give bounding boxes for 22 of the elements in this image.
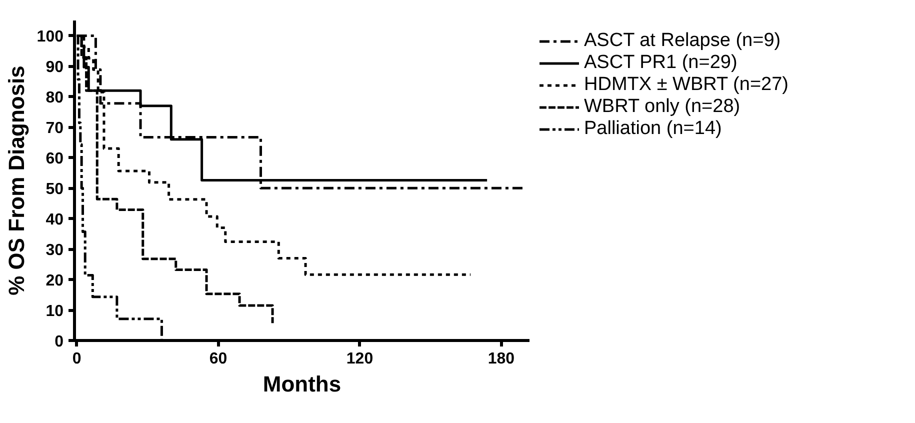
legend-label: Palliation (n=14)	[584, 118, 722, 140]
y-tick-label: 20	[46, 272, 64, 290]
y-tick-label: 10	[46, 303, 64, 320]
x-tick-label: 180	[488, 350, 515, 368]
y-tick-label: 60	[46, 150, 64, 168]
legend-label: HDMTX ± WBRT (n=27)	[584, 74, 789, 96]
x-axis-title: Months	[262, 372, 342, 396]
y-tick-label: 70	[46, 120, 64, 138]
x-tick-label: 60	[209, 350, 228, 368]
y-tick-label: 30	[46, 242, 64, 260]
x-tick-label: 120	[346, 350, 374, 368]
y-tick-label: 50	[46, 181, 64, 198]
y-tick-label: 100	[36, 28, 64, 46]
legend-label: ASCT PR1 (n=29)	[584, 52, 738, 74]
x-tick-label: 0	[72, 350, 82, 368]
y-axis-title: % OS From Diagnosis	[4, 66, 29, 296]
legend-label: ASCT at Relapse (n=9)	[584, 30, 781, 52]
y-tick-label: 0	[54, 334, 64, 350]
y-tick-label: 40	[46, 212, 64, 229]
y-tick-label: 90	[46, 59, 64, 76]
legend-label: WBRT only (n=28)	[584, 96, 740, 118]
y-tick-label: 80	[46, 90, 64, 107]
